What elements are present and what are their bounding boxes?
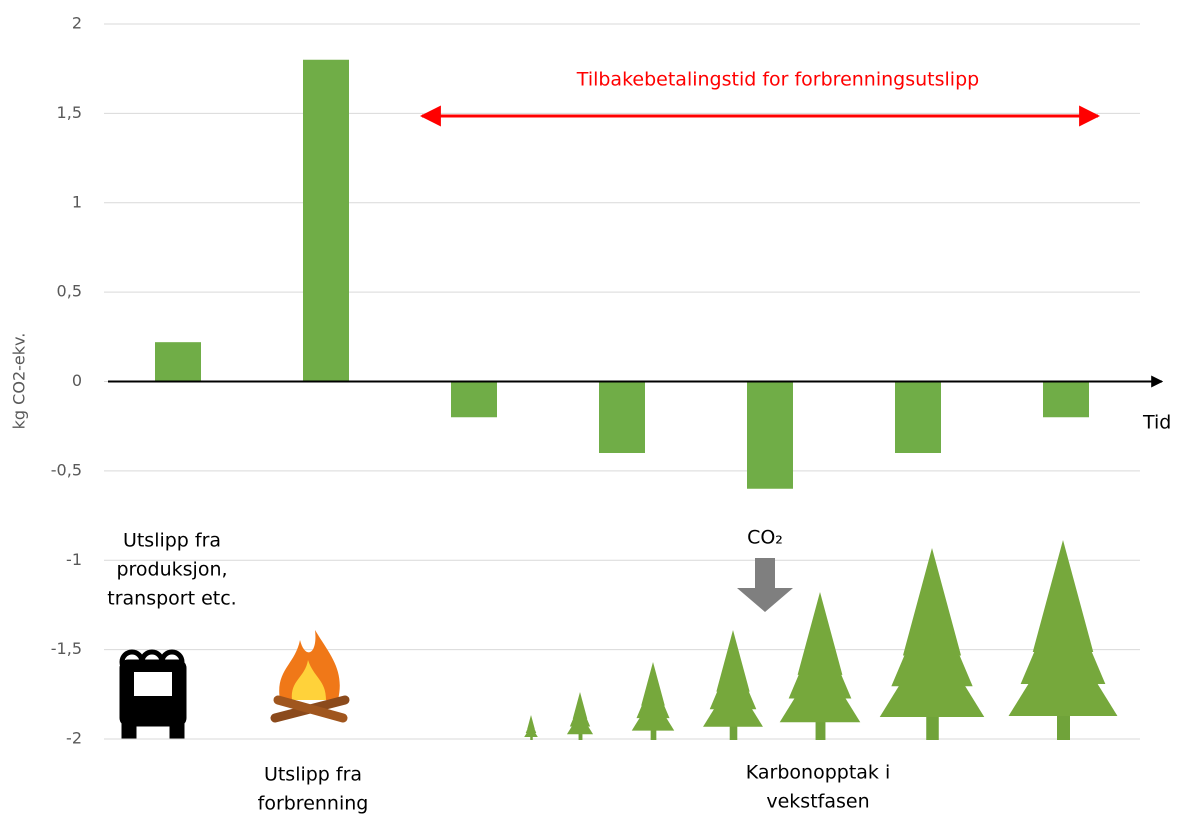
- bar: [303, 59, 349, 382]
- combustion-label: forbrenning: [258, 793, 369, 815]
- tree-crown: [566, 713, 594, 735]
- y-tick-label: -1: [66, 550, 82, 569]
- tree-crown: [631, 696, 675, 731]
- tree: [566, 692, 594, 740]
- payback-label: Tilbakebetalingstid for forbrenningsutsl…: [576, 69, 979, 91]
- y-tick-label: -0,5: [51, 460, 82, 479]
- tree-trunk: [815, 710, 826, 740]
- bar: [1043, 381, 1089, 418]
- tree-crown: [779, 657, 861, 723]
- truck-icon: [119, 649, 187, 739]
- bar: [895, 381, 941, 453]
- y-tick-label: 0: [72, 371, 82, 390]
- co2-arrow: [737, 558, 793, 612]
- bars: [155, 59, 1089, 489]
- uptake-label: Karbonopptak i: [746, 762, 890, 784]
- y-tick-label: -2: [66, 729, 82, 748]
- tree-trunk: [530, 735, 533, 740]
- y-tick-label: 1,5: [57, 103, 82, 122]
- tree: [524, 715, 538, 740]
- y-tick-label: -1,5: [51, 639, 82, 658]
- trees: [524, 540, 1118, 740]
- tree-trunk: [578, 730, 583, 740]
- tree: [879, 548, 985, 740]
- bar: [451, 381, 497, 418]
- combustion-label: Utslipp fra: [264, 764, 362, 786]
- y-tick-label: 0,5: [57, 282, 82, 301]
- fire-icon: [270, 630, 350, 723]
- tree: [1008, 540, 1118, 740]
- tree: [779, 592, 861, 740]
- tree: [631, 662, 675, 740]
- tree-crown: [703, 678, 763, 727]
- y-tick-label: 2: [72, 14, 82, 33]
- y-axis-label: kg CO2-ekv.: [10, 333, 29, 430]
- bar: [599, 381, 645, 453]
- y-tick-label: 1: [72, 192, 82, 211]
- production-label: Utslipp fra: [123, 530, 221, 552]
- production-label: produksjon,: [116, 559, 227, 581]
- tree: [703, 630, 763, 740]
- bar: [747, 381, 793, 489]
- tree-crown: [1008, 628, 1118, 716]
- tree-trunk: [650, 724, 657, 740]
- tree-crown: [524, 726, 538, 737]
- tree-crown: [879, 632, 985, 717]
- co2-label: CO₂: [747, 527, 783, 549]
- bar: [155, 342, 201, 382]
- time-axis-label: Tid: [1142, 412, 1171, 434]
- tree-trunk: [729, 718, 738, 740]
- production-label: transport etc.: [107, 588, 236, 610]
- uptake-label: vekstfasen: [766, 791, 869, 813]
